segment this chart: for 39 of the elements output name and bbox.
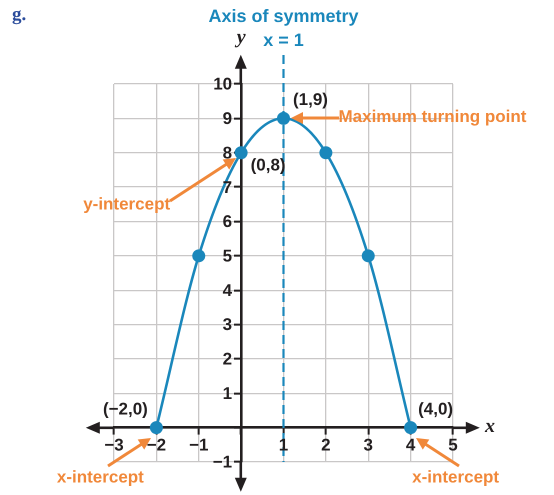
point [404,421,418,434]
text: Axis of symmetry [208,6,359,26]
point [277,112,290,125]
annotation: x-intercept [56,467,144,486]
x-tick-label: 3 [364,436,373,455]
point [319,146,332,160]
point [150,421,163,434]
x-tick-label: 2 [321,436,331,455]
y-tick-label: 1 [222,384,232,403]
y-tick-label: 6 [222,212,232,232]
x-tick-label: 4 [406,436,416,455]
annotation: (0,8) [250,155,286,174]
y-tick-label: 9 [222,109,232,128]
x-tick-label: 5 [448,436,458,455]
ref-line-label: x = 1 [263,30,304,50]
annotation: Maximum turning point [338,107,527,126]
annotation: y-intercept [83,194,170,214]
y-tick-label: 4 [222,280,233,300]
annotation: (1,9) [293,90,328,110]
point [362,249,375,262]
y-tick-label: 7 [222,178,232,197]
annotation: x-intercept [412,467,500,486]
x-tick-label: −2 [146,436,166,455]
y-tick-label: −1 [212,452,232,472]
x-tick-label: 1 [278,436,288,455]
annotation: (−2,0) [102,399,148,418]
y-tick-label: 10 [213,74,232,94]
y-axis-title: y [234,26,246,48]
y-tick-label: 2 [222,350,232,369]
text: g. [12,4,26,25]
x-axis-title: x [484,414,495,437]
y-tick-label: 8 [222,143,232,162]
x-tick-label: −3 [104,436,124,455]
point [234,146,248,160]
y-tick-label: 3 [222,315,232,334]
y-tick-label: 5 [222,246,232,266]
point [192,249,206,262]
x-tick-label: −1 [189,436,208,455]
annotation: (4,0) [418,399,454,418]
